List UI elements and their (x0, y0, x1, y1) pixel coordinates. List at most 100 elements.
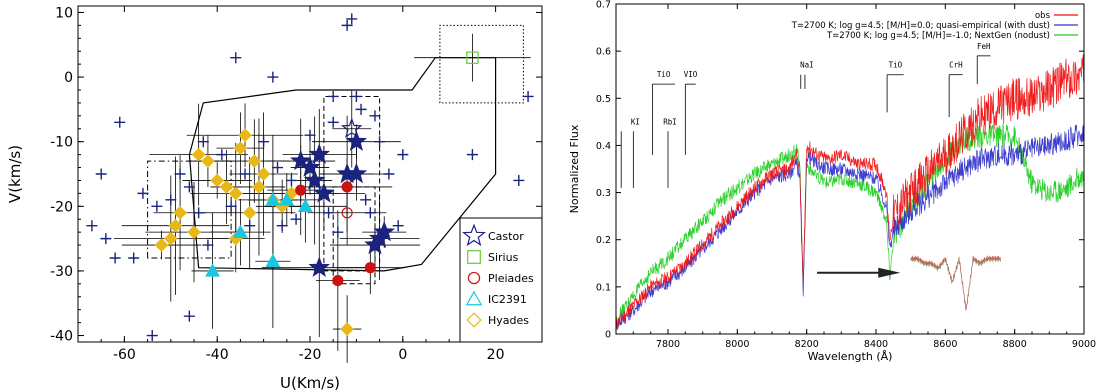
left-axis-ticks: -60 -40 -20 0 20 -40 -30 -20 -10 0 10 (50, 5, 543, 363)
field-plus-point (397, 149, 409, 161)
y-tick-label: -30 (50, 264, 73, 280)
legend-box (459, 217, 543, 343)
castor-filled-star-point (345, 162, 368, 184)
y-tick-label: 0.2 (596, 235, 611, 246)
pleiades-filled-circle-point (364, 262, 376, 274)
ic2391-filled-triangle-point (265, 253, 281, 267)
y-tick-label: 0.3 (596, 188, 611, 199)
field-plus-point (165, 194, 177, 206)
feature-label-feh: FeH (977, 42, 991, 51)
legend-label-ic2391: IC2391 (488, 293, 527, 306)
field-plus-point (392, 220, 404, 232)
field-plus-point (183, 181, 195, 193)
ic2391-filled-triangle-point (232, 224, 248, 238)
y-tick-label: 0.6 (596, 47, 611, 58)
field-plus-point (109, 252, 121, 264)
x-tick-label: -20 (299, 347, 322, 363)
field-plus-point (466, 149, 478, 161)
y-tick-label: -40 (50, 329, 73, 345)
field-plus-point (341, 19, 353, 31)
legend-label-sirius: Sirius (488, 251, 519, 264)
ic2391-filled-triangle-point (297, 198, 313, 213)
right-y-axis-label: Normalized Flux (568, 124, 581, 213)
field-plus-point (332, 226, 344, 238)
hyades-filled-diamond-point (233, 141, 248, 156)
hyades-filled-diamond-point (168, 218, 183, 233)
hyades-filled-diamond-point (201, 154, 215, 168)
field-plus-point (225, 200, 237, 212)
legend-marker-hyades (466, 312, 482, 328)
x-tick-label: 8600 (933, 339, 957, 350)
legend-label-2: T=2700 K; log g=4.5; [M/H]=-1.0; NextGen… (826, 31, 1050, 41)
feature-label-vio: VIO (684, 70, 698, 79)
field-plus-point (327, 90, 339, 102)
hyades-filled-diamond-point (256, 167, 271, 181)
arrow-head (878, 267, 901, 278)
hyades-filled-diamond-point (238, 128, 252, 143)
pleiades-filled-circle-point (341, 181, 353, 193)
field-plus-point (183, 310, 195, 322)
field-plus-point (350, 90, 362, 102)
field-plus-point (304, 129, 316, 141)
legend-marker-pleiades (467, 271, 481, 285)
legend-label-pleiades: Pleiades (488, 272, 534, 285)
sirius-open-square-point (466, 51, 479, 64)
field-plus-point (100, 233, 112, 245)
field-plus-point (513, 174, 525, 186)
field-plus-point (128, 252, 140, 264)
x-tick-label: -60 (113, 347, 136, 363)
field-plus-point (267, 71, 279, 83)
field-plus-point (230, 52, 242, 64)
x-tick-label: 8800 (1003, 339, 1027, 350)
x-tick-label: 7800 (656, 339, 680, 350)
hyades-filled-diamond-point (219, 180, 234, 194)
field-plus-point (95, 168, 107, 180)
field-plus-point (86, 220, 98, 232)
pleiades-open-circle-point (341, 207, 353, 219)
field-plus-point (285, 174, 297, 186)
pleiades-filled-circle-point (332, 275, 344, 287)
legend-label-1: T=2700 K; log g=4.5; [M/H]=0.0; quasi-em… (791, 21, 1050, 31)
legend-label-0: obs (1035, 11, 1051, 21)
ic2391-filled-triangle-point (279, 192, 295, 206)
legend-label-castor: Castor (488, 230, 524, 243)
field-plus-point (137, 187, 149, 199)
x-tick-label: 8000 (725, 339, 749, 350)
hyades-filled-diamond-point (210, 173, 225, 188)
right-axis-ticks: 7800 8000 8200 8400 8600 8800 9000 0 0.1 0.2 0.3 0.… (596, 0, 1096, 350)
ic2391-filled-triangle-point (205, 263, 220, 277)
feature-label-crh: CrH (949, 61, 963, 70)
legend-label-hyades: Hyades (488, 314, 529, 327)
inset-trace-red (910, 255, 1001, 310)
inset-trace-green (910, 256, 1001, 311)
hyades-filled-diamond-point (340, 322, 354, 336)
sirius-box-dotted (439, 24, 524, 104)
field-plus-point (244, 220, 256, 232)
field-plus-point (193, 207, 205, 219)
spectrum-line-nodust (615, 123, 1084, 326)
hyades-filled-diamond-point (228, 186, 243, 201)
field-plus-point (276, 220, 288, 232)
y-tick-label: 10 (55, 5, 73, 21)
y-tick-label: 0.1 (596, 282, 611, 293)
feature-label-tio: TiO (657, 70, 671, 79)
y-tick-label: -20 (50, 199, 73, 215)
pleiades-filled-circle-point (295, 184, 307, 196)
hyades-filled-diamond-point (191, 147, 206, 162)
field-plus-point (216, 149, 228, 161)
legend-marker-ic2391 (465, 290, 483, 306)
field-plus-point (114, 116, 126, 128)
feature-label-rbi: RbI (663, 117, 677, 126)
feature-label-nai: NaI (800, 61, 814, 70)
spectral-feature-annotations: KI TiO RbI VIO NaI TiO CrH FeH (620, 42, 991, 188)
x-tick-label: 9000 (1072, 339, 1096, 350)
y-tick-label: 0.5 (596, 94, 611, 105)
left-legend: Castor Sirius Pleiades IC2391 Hyades (459, 217, 543, 343)
feature-label-ki: KI (631, 117, 640, 126)
field-plus-point (323, 207, 335, 219)
x-tick-label: 20 (487, 347, 505, 363)
left-x-axis-label: U(Km/s) (280, 374, 340, 392)
left-y-axis-label: V(km/s) (6, 145, 24, 203)
